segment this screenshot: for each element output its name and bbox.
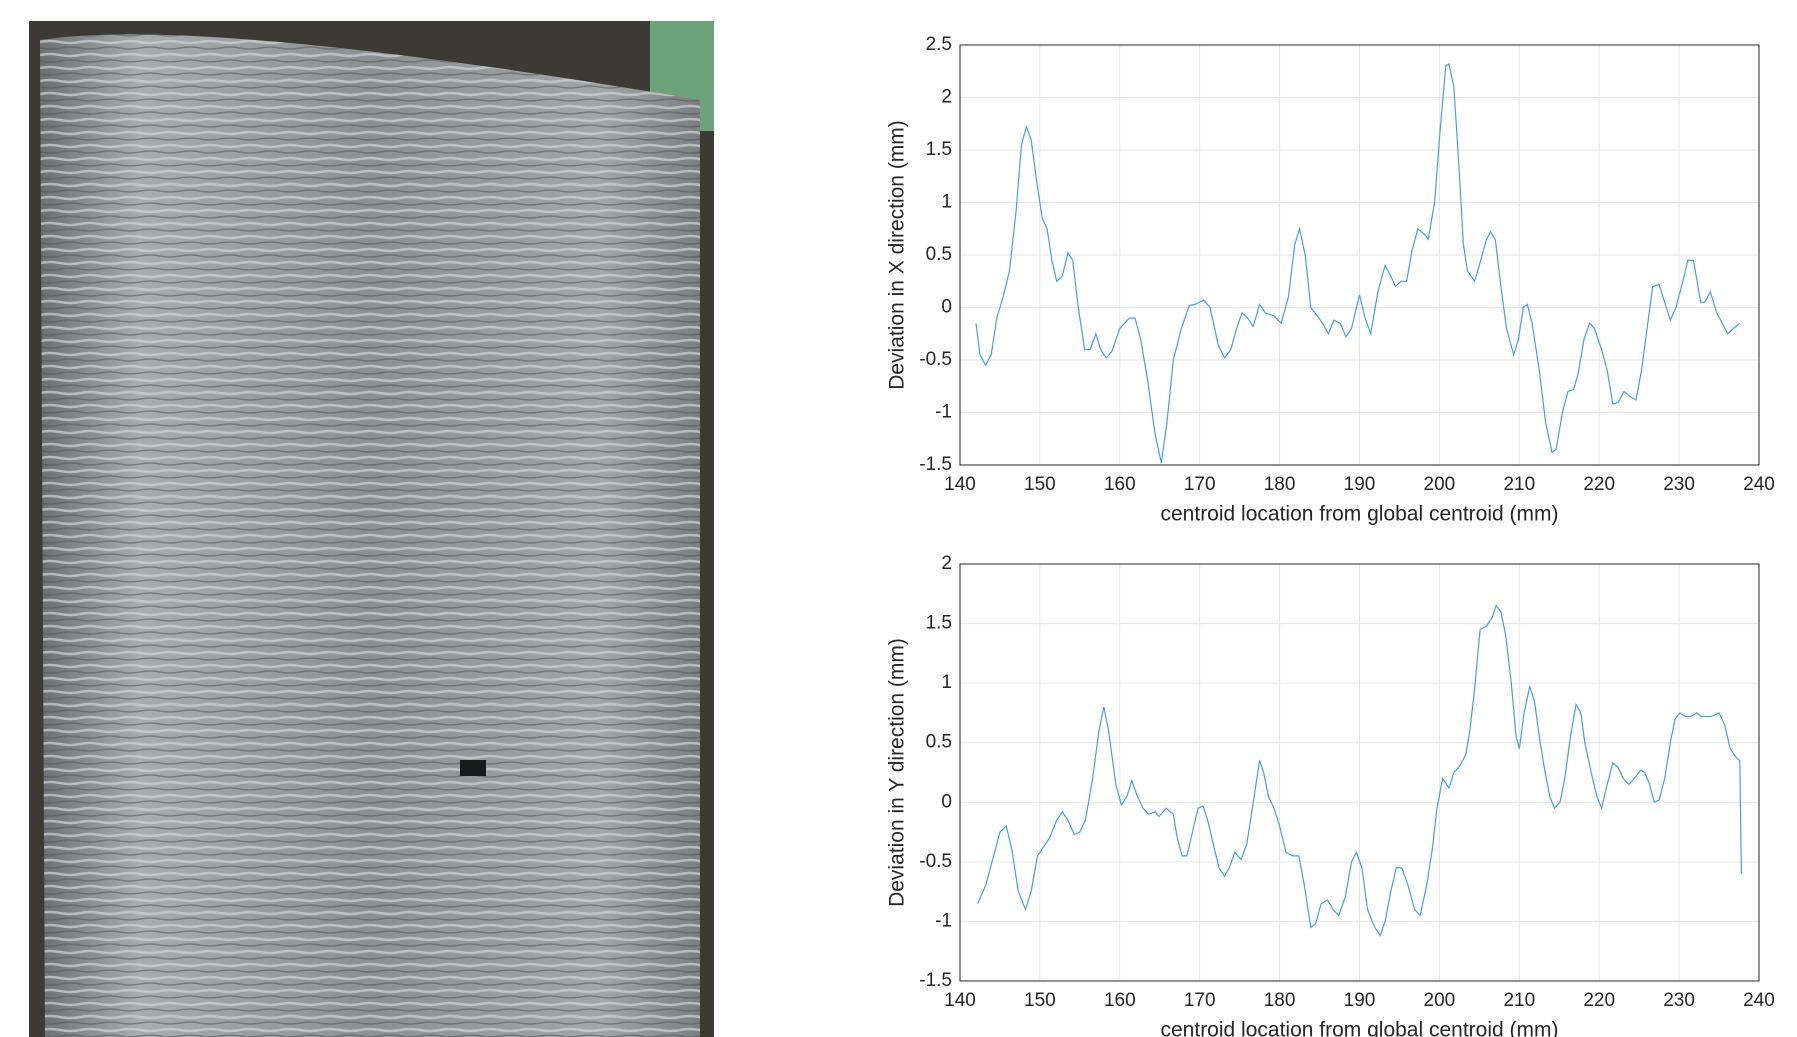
axes-frame bbox=[959, 563, 1760, 982]
y-axis-label: Deviation in X direction (mm) bbox=[886, 120, 909, 390]
y-tick-label: 2.5 bbox=[926, 34, 952, 55]
x-tick-label: 190 bbox=[1344, 990, 1376, 1011]
x-axis-label: centroid location from global centroid (… bbox=[1161, 503, 1559, 526]
x-tick-label: 140 bbox=[944, 474, 976, 495]
x-tick-label: 230 bbox=[1663, 474, 1695, 495]
y-tick-label: 2 bbox=[941, 87, 952, 108]
y-tick-label: 2 bbox=[941, 553, 952, 574]
x-tick-label: 200 bbox=[1424, 990, 1456, 1011]
x-tick-label: 160 bbox=[1104, 990, 1136, 1011]
x-axis-label: centroid location from global centroid (… bbox=[1161, 1019, 1559, 1037]
y-axis-label: Deviation in Y direction (mm) bbox=[886, 638, 909, 907]
x-tick-label: 170 bbox=[1184, 474, 1216, 495]
x-tick-label: 180 bbox=[1264, 990, 1296, 1011]
x-tick-label: 150 bbox=[1024, 474, 1056, 495]
x-tick-label: 240 bbox=[1743, 474, 1775, 495]
y-tick-label: -1.5 bbox=[919, 970, 952, 991]
y-tick-label: 1 bbox=[941, 672, 952, 693]
y-tick-label: 0.5 bbox=[926, 732, 952, 753]
x-tick-label: 180 bbox=[1264, 474, 1296, 495]
y-tick-label: 1 bbox=[941, 192, 952, 213]
x-tick-label: 220 bbox=[1583, 990, 1615, 1011]
y-tick-label: -1.5 bbox=[919, 454, 952, 475]
x-tick-label: 210 bbox=[1503, 474, 1535, 495]
y-tick-label: -0.5 bbox=[919, 851, 952, 872]
x-tick-label: 160 bbox=[1104, 474, 1136, 495]
y-tick-label: -1 bbox=[935, 910, 952, 931]
y-tick-label: -0.5 bbox=[919, 349, 952, 370]
axes-frame bbox=[959, 44, 1760, 466]
y-tick-label: 0 bbox=[941, 791, 952, 812]
x-tick-label: 200 bbox=[1424, 474, 1456, 495]
x-tick-label: 230 bbox=[1663, 990, 1695, 1011]
x-tick-label: 190 bbox=[1344, 474, 1376, 495]
y-tick-label: 1.5 bbox=[926, 613, 952, 634]
photo bbox=[29, 21, 714, 1037]
data-line bbox=[977, 604, 1742, 938]
y-tick-label: 0.5 bbox=[926, 244, 952, 265]
x-tick-label: 210 bbox=[1503, 990, 1535, 1011]
y-tick-label: -1 bbox=[935, 402, 952, 423]
y-tick-label: 1.5 bbox=[926, 139, 952, 160]
x-tick-label: 220 bbox=[1583, 474, 1615, 495]
data-line bbox=[975, 62, 1741, 464]
x-tick-label: 150 bbox=[1024, 990, 1056, 1011]
x-tick-label: 240 bbox=[1743, 990, 1775, 1011]
y-tick-label: 0 bbox=[941, 297, 952, 318]
x-tick-label: 140 bbox=[944, 990, 976, 1011]
x-tick-label: 170 bbox=[1184, 990, 1216, 1011]
